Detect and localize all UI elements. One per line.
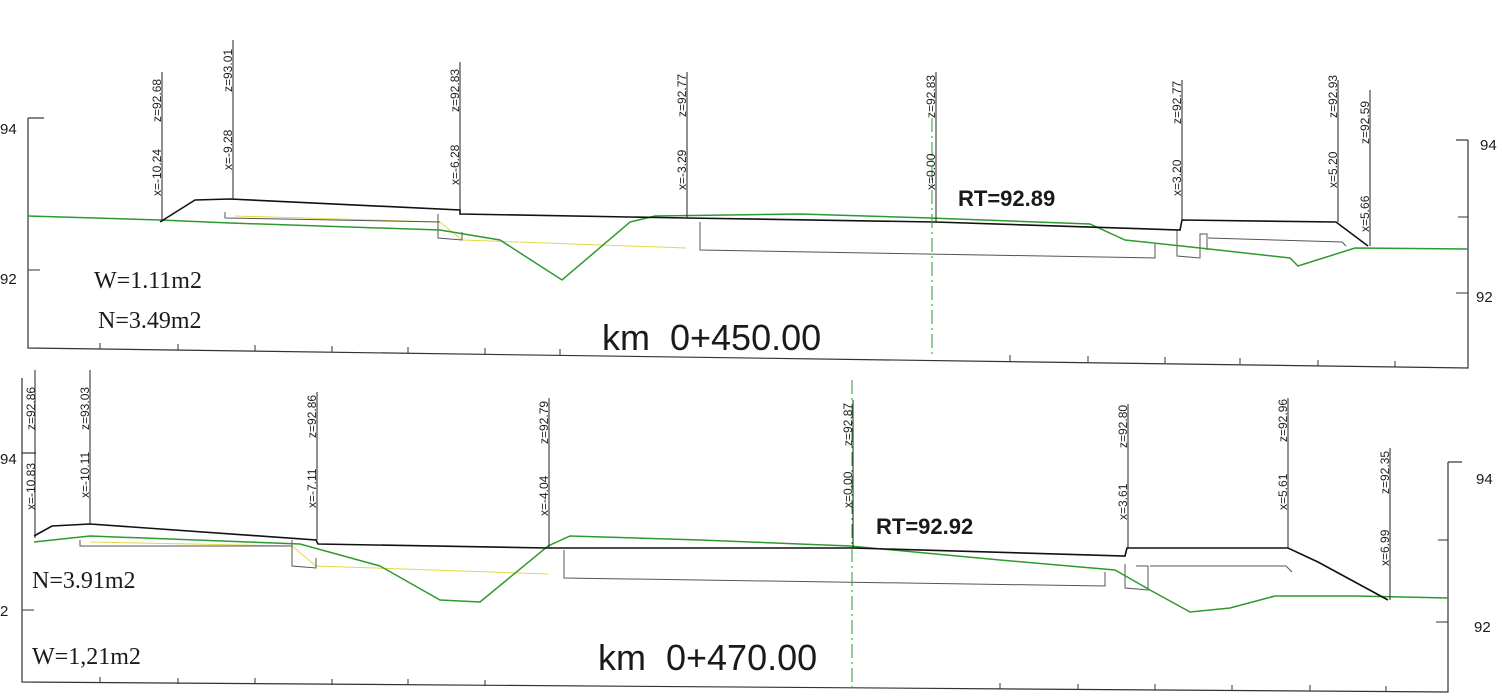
section-1-structure-details [224,212,1347,259]
s1-p3-x: x=-6.28 [448,144,462,185]
s2-p1-z: z=92.86 [24,387,38,430]
s2-p3-x: x=-7.11 [305,468,319,508]
section-2-axis-right-94: 94 [1476,471,1493,488]
s1-p2-x: x=-9.28 [221,129,235,170]
s2-p7-z: z=92.96 [1276,399,1290,442]
s2-p5-z: z=92.87 [841,403,855,446]
section-2-axis-right-92: 92 [1474,619,1491,636]
s1-p1-z: z=92.68 [150,79,164,122]
section-2-point-labels: z=92.86 x=-10.83 z=93.03 x=-10.11 z=92.8… [24,387,1392,566]
section-1-frame [27,118,1469,369]
section-1-area-n: N=3.49m2 [98,308,202,334]
section-1-subgrade-line [234,215,687,249]
s2-p8-x: x=6.99 [1378,529,1392,566]
s2-p6-z: z=92.80 [1116,405,1130,448]
section-2-leaders [34,370,1391,600]
s2-p4-x: x=-4.04 [537,475,551,516]
section-2-axis-left-94: 94 [0,451,17,468]
s1-p7-z: z=92.93 [1326,75,1340,118]
s1-p6-z: z=92.77 [1170,81,1184,124]
s1-p8-x: x=5.66 [1358,195,1372,232]
s2-p6-x: x=3.61 [1116,483,1130,520]
cross-section-2: 94 2 94 92 [0,370,1493,693]
section-1-rt-label: RT=92.89 [958,186,1055,211]
section-2-area-n: N=3.91m2 [32,568,136,594]
section-1-station-label: km 0+450.00 [602,317,821,358]
s1-p5-z: z=92.83 [924,75,938,118]
s1-p4-z: z=92.77 [675,74,689,117]
section-2-design-line [33,523,1389,601]
s1-p3-z: z=92.83 [448,69,462,112]
s1-p4-x: x=-3.29 [675,149,689,190]
s2-p2-x: x=-10.11 [78,452,92,498]
section-1-design-line [159,198,1369,247]
section-2-subgrade-line [89,541,549,575]
section-1-baseline-ticks [99,343,1396,367]
section-2-axis-left-92: 2 [0,603,8,620]
section-2-structure-details [79,540,1293,591]
s2-p3-z: z=92.86 [305,395,319,438]
section-2-station-label: km 0+470.00 [598,637,817,678]
s2-p2-z: z=93.03 [78,387,92,430]
section-1-axis-left-94: 94 [0,121,17,138]
s1-p1-x: x=-10.24 [150,149,164,196]
section-2-frame [21,378,1449,693]
section-2-baseline-ticks [99,677,1387,692]
s2-p1-x: x=-10.83 [24,463,38,510]
section-1-axis-left-92: 92 [0,271,17,288]
section-1-axis-right-94: 94 [1480,137,1497,154]
s1-p2-z: z=93.01 [221,49,235,92]
section-2-rt-label: RT=92.92 [876,514,973,539]
section-1-area-w: W=1.11m2 [94,268,202,294]
s1-p6-x: x=3.20 [1170,159,1184,196]
section-1-axis-right-92: 92 [1476,289,1493,306]
section-1-point-labels: z=92.68 x=-10.24 z=93.01 x=-9.28 z=92.83… [150,49,1372,232]
s1-p8-z: z=92.59 [1358,101,1372,144]
section-2-area-w: W=1,21m2 [32,644,141,670]
s1-p7-x: x=5.20 [1326,151,1340,188]
section-2-ground-line [33,535,1449,613]
s2-p4-z: z=92.79 [537,401,551,444]
section-1-leaders [161,40,1371,246]
s2-p5-x: x=0.00 [841,471,855,508]
s2-p8-z: z=92.35 [1378,451,1392,494]
section-1-ground-line [27,213,1469,281]
cross-section-1: 94 92 94 92 [0,40,1497,369]
s2-p7-x: x=5.61 [1276,473,1290,510]
s1-p5-x: x=0.00 [924,153,938,190]
